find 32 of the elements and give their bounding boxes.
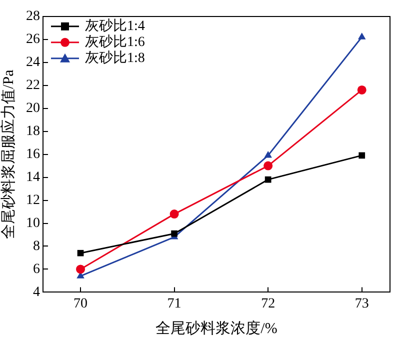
point	[170, 210, 179, 219]
point	[358, 32, 366, 40]
y-tick-label: 6	[33, 262, 40, 277]
x-tick-label: 70	[74, 296, 88, 312]
x-axis-title: 全尾砂料浆浓度/%	[156, 320, 278, 337]
x-tick-label: 73	[354, 296, 369, 312]
legend-label: 灰砂比1:6	[85, 34, 145, 50]
y-tick-label: 22	[26, 78, 40, 94]
y-axis-title: 全尾砂料浆屈服应力值/Pa	[0, 69, 17, 239]
point	[358, 152, 366, 159]
y-tick-label: 14	[26, 170, 40, 185]
y-tick-label: 24	[26, 55, 40, 70]
y-tick-label: 28	[26, 9, 40, 24]
point	[76, 264, 86, 274]
point	[357, 85, 366, 94]
point	[264, 150, 272, 158]
y-tick-label: 8	[33, 238, 40, 254]
y-tick-label: 26	[26, 32, 40, 48]
point	[77, 250, 84, 256]
point	[171, 230, 178, 237]
y-tick-label: 18	[26, 124, 40, 139]
y-tick-label: 20	[26, 101, 40, 116]
point	[264, 161, 273, 170]
legend-label: 灰砂比1:8	[85, 50, 145, 66]
legend-label: 灰砂比1:4	[85, 18, 145, 34]
y-tick-label: 12	[26, 192, 40, 208]
y-tick-label: 4	[33, 284, 40, 300]
y-tick-label: 16	[26, 146, 40, 162]
y-tick-label: 10	[26, 216, 40, 231]
point	[264, 176, 272, 183]
x-tick-label: 71	[167, 296, 182, 312]
x-tick-label: 72	[261, 296, 276, 312]
